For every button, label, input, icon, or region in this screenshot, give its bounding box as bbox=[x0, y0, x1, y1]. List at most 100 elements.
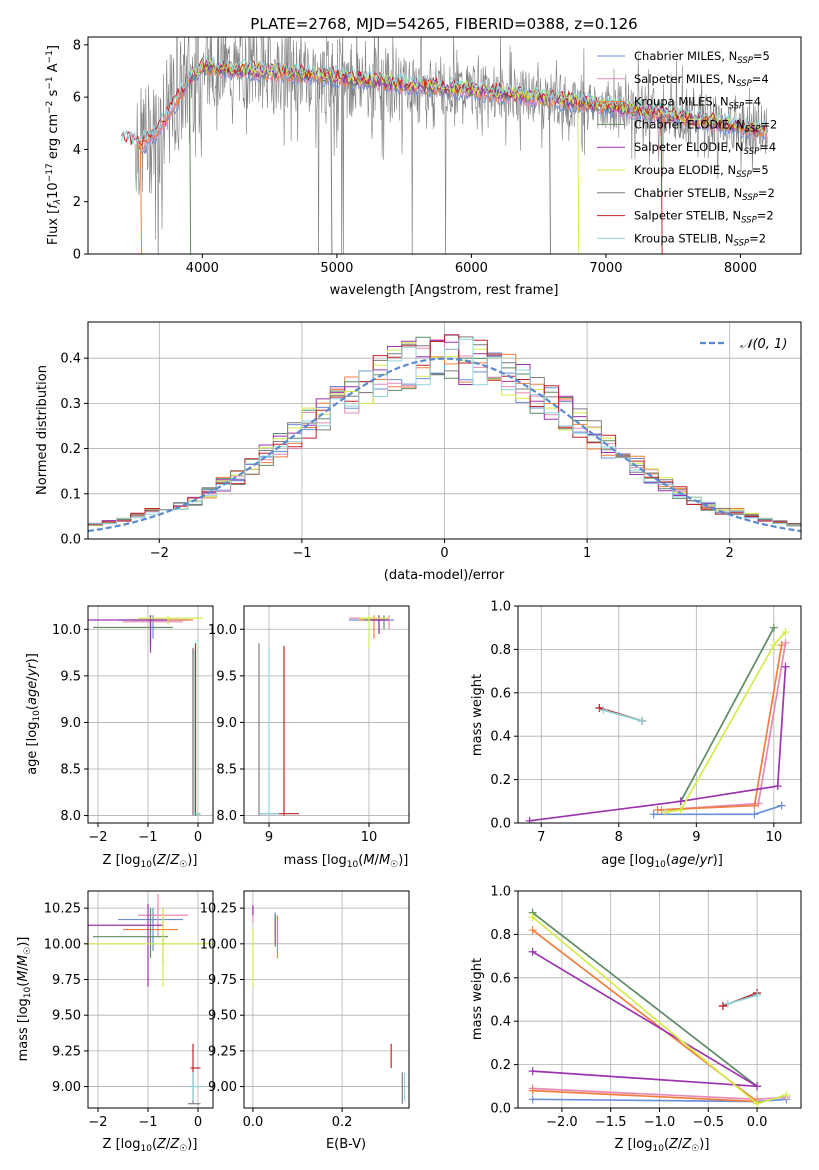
agemass-xlabel: mass [log10(M/M☉)] bbox=[284, 853, 409, 870]
x-tick-label: 5000 bbox=[320, 261, 353, 276]
weightz-ylabel: mass weight bbox=[470, 958, 485, 1040]
weight-marker bbox=[782, 1090, 791, 1099]
y-tick-label: 8.0 bbox=[216, 809, 237, 824]
y-tick-label: 1.0 bbox=[490, 885, 511, 900]
y-tick-label: 0.4 bbox=[60, 352, 81, 367]
y-tick-label: 9.5 bbox=[216, 669, 237, 684]
y-tick-label: 0.6 bbox=[490, 971, 511, 986]
weight-marker bbox=[753, 1082, 762, 1091]
y-tick-label: 10.25 bbox=[44, 902, 81, 917]
y-tick-label: 9.50 bbox=[52, 1009, 81, 1024]
x-tick-label: 0 bbox=[194, 1115, 202, 1130]
spectrum-panel: PLATE=2768, MJD=54265, FIBERID=0388, z=0… bbox=[45, 15, 802, 298]
error-bars bbox=[258, 615, 394, 816]
y-tick-label: 0.0 bbox=[60, 533, 81, 548]
x-tick-label: 7000 bbox=[589, 261, 622, 276]
weight-line-chabrier-elodie bbox=[532, 912, 758, 1087]
histogram-legend: 𝒩(0, 1) bbox=[700, 337, 787, 352]
x-tick-label: 7 bbox=[537, 830, 545, 845]
weight-line-chabrier-elodie bbox=[680, 627, 775, 802]
y-tick-label: 9.25 bbox=[52, 1044, 81, 1059]
weight-vs-metallicity-panel: −2.0 −1.5 −1.0 −0.5 0.0 0.0 0.2 0.4 0.6 0.8 1.0 bbox=[490, 885, 802, 1130]
weight-marker bbox=[661, 808, 670, 817]
weight-marker bbox=[781, 662, 790, 671]
y-tick-label: 0.6 bbox=[490, 686, 511, 701]
x-tick-label: 10 bbox=[361, 830, 378, 845]
x-tick-label: −0.5 bbox=[693, 1115, 725, 1130]
x-tick-label: 4000 bbox=[186, 261, 219, 276]
spectrum-legend: Chabrier MILES, NSSP=5 Salpeter MILES, NS… bbox=[597, 49, 777, 248]
panel-frame bbox=[87, 605, 214, 824]
weight-marker bbox=[528, 913, 537, 922]
y-tick-label: 10.00 bbox=[200, 937, 237, 952]
y-tick-label: 10.25 bbox=[200, 902, 237, 917]
spectral-drop bbox=[548, 98, 552, 254]
residual-histogram-panel: −2 −1 0 1 2 0.0 0.1 0.2 0.3 0.4 (data-model)/erro… bbox=[35, 321, 802, 583]
histogram-ylabel: Normed distribution bbox=[35, 365, 50, 495]
error-bars bbox=[252, 905, 406, 1104]
spectral-drop bbox=[577, 101, 580, 254]
agez-xlabel: Z [log10(Z/Z☉)] bbox=[103, 853, 198, 870]
age-vs-metallicity-panel: −2 −1 0 8.0 8.5 9.0 9.5 10.0 bbox=[52, 605, 214, 845]
massz-xlabel: Z [log10(Z/Z☉)] bbox=[103, 1137, 198, 1154]
weight-vs-age-panel: 7 8 9 10 0.0 0.2 0.4 0.6 0.8 1.0 bbox=[490, 600, 802, 845]
x-tick-label: −1 bbox=[292, 546, 311, 561]
x-tick-label: −1 bbox=[138, 1115, 157, 1130]
spectrum-ylabel: Flux [fλ10−17 erg cm−2 s−1 A−1] bbox=[45, 45, 63, 245]
y-tick-label: 9.00 bbox=[52, 1080, 81, 1095]
x-tick-label: −1.5 bbox=[595, 1115, 627, 1130]
mass-vs-metallicity-panel: −2 −1 0 9.00 9.25 9.50 9.75 10.00 10.25 bbox=[44, 890, 214, 1130]
y-tick-label: 0.8 bbox=[490, 643, 511, 658]
weight-marker bbox=[777, 641, 786, 650]
weight-marker bbox=[723, 999, 732, 1008]
legend-entry: Chabrier STELIB, NSSP=2 bbox=[634, 186, 775, 203]
agez-ylabel: age [log10(age/yr)] bbox=[25, 653, 42, 775]
y-tick-label: 0.1 bbox=[60, 487, 81, 502]
y-tick-label: 9.5 bbox=[60, 669, 81, 684]
y-tick-label: 2 bbox=[73, 195, 81, 210]
panel-frame bbox=[243, 605, 410, 824]
weightage-xlabel: age [log10(age/yr)] bbox=[601, 853, 723, 870]
y-tick-label: 0.3 bbox=[60, 397, 81, 412]
y-tick-label: 9.25 bbox=[208, 1044, 237, 1059]
legend-entry: Chabrier MILES, NSSP=5 bbox=[634, 49, 770, 66]
y-tick-label: 8.5 bbox=[60, 762, 81, 777]
panel-frame bbox=[517, 605, 802, 824]
legend-entry: Salpeter STELIB, NSSP=2 bbox=[634, 209, 774, 226]
legend-entry: Chabrier ELODIE, NSSP=2 bbox=[634, 117, 777, 134]
weight-marker bbox=[750, 801, 759, 810]
y-tick-label: 10.0 bbox=[208, 623, 237, 638]
weightage-ylabel: mass weight bbox=[470, 674, 485, 756]
x-tick-label: −1.0 bbox=[644, 1115, 676, 1130]
weight-marker bbox=[676, 797, 685, 806]
x-tick-label: 8000 bbox=[724, 261, 757, 276]
normal-curve bbox=[88, 357, 801, 533]
y-tick-label: 4 bbox=[73, 143, 81, 158]
spectrum-frame bbox=[87, 36, 802, 255]
error-bars bbox=[88, 615, 203, 816]
weight-marker bbox=[718, 1002, 727, 1011]
y-tick-label: 0.2 bbox=[490, 1058, 511, 1073]
x-tick-label: 1 bbox=[583, 546, 591, 561]
x-tick-label: −2 bbox=[150, 546, 169, 561]
panel-frame bbox=[87, 890, 214, 1109]
model-line-kroupa-stelib bbox=[121, 56, 768, 145]
histogram-steps bbox=[88, 334, 801, 533]
normal-legend-label: 𝒩(0, 1) bbox=[740, 337, 787, 352]
weight-marker bbox=[528, 1086, 537, 1095]
mass-vs-ebv-panel: 0.0 0.2 9.00 9.25 9.50 9.75 10.00 10.25 bbox=[200, 890, 410, 1130]
y-tick-label: 0.8 bbox=[490, 928, 511, 943]
weight-marker bbox=[653, 805, 662, 814]
weight-line-kroupa-stelib bbox=[603, 709, 643, 722]
x-tick-label: −2 bbox=[88, 830, 107, 845]
spectrum-lines bbox=[121, 37, 768, 254]
weight-line-salpeter-elodie bbox=[529, 666, 787, 822]
spectrum-xlabel: wavelength [Angstrom, rest frame] bbox=[330, 283, 559, 298]
x-tick-label: 0 bbox=[440, 546, 448, 561]
legend-entry: Kroupa STELIB, NSSP=2 bbox=[634, 231, 766, 248]
weight-lines bbox=[528, 908, 791, 1108]
x-tick-label: 8 bbox=[615, 830, 623, 845]
legend-entry: Kroupa MILES, NSSP=4 bbox=[634, 95, 761, 112]
legend-entry: Salpeter ELODIE, NSSP=4 bbox=[634, 140, 776, 157]
